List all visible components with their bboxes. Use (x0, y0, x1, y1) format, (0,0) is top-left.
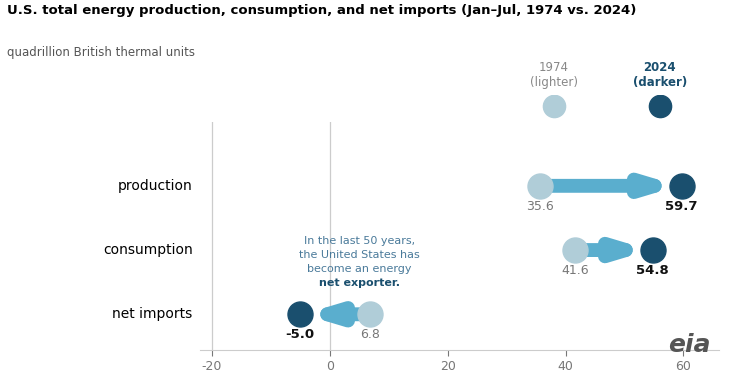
Text: become an energy: become an energy (307, 264, 411, 274)
Text: 54.8: 54.8 (637, 264, 669, 277)
Text: 35.6: 35.6 (525, 200, 554, 213)
Text: In the last 50 years,: In the last 50 years, (304, 236, 415, 246)
Text: 1974
(lighter): 1974 (lighter) (530, 61, 578, 89)
Text: 59.7: 59.7 (665, 200, 698, 213)
Text: 2024
(darker): 2024 (darker) (633, 61, 687, 89)
Text: net exporter.: net exporter. (319, 278, 399, 288)
Text: 6.8: 6.8 (360, 328, 380, 341)
Text: consumption: consumption (103, 243, 193, 257)
Text: 41.6: 41.6 (561, 264, 589, 277)
Text: quadrillion British thermal units: quadrillion British thermal units (7, 46, 196, 59)
Text: the United States has: the United States has (299, 250, 419, 260)
Text: eia: eia (668, 333, 711, 357)
Text: U.S. total energy production, consumption, and net imports (Jan–Jul, 1974 vs. 20: U.S. total energy production, consumptio… (7, 4, 637, 17)
Text: net imports: net imports (113, 307, 193, 321)
Text: production: production (118, 179, 193, 193)
Text: -5.0: -5.0 (286, 328, 315, 341)
